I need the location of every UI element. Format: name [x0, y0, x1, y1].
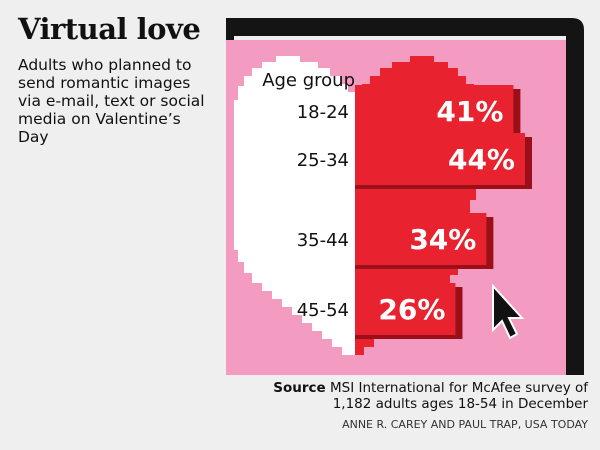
- bar-45-54: [355, 283, 456, 335]
- monitor-frame-left: [226, 18, 234, 46]
- category-label-25-34: 25-34: [297, 150, 349, 171]
- source-note: Source MSI International for McAfee surv…: [258, 380, 588, 412]
- heart-left-half: [234, 56, 355, 355]
- category-label-35-44: 35-44: [297, 230, 349, 251]
- source-text: MSI International for McAfee survey of 1…: [329, 380, 588, 412]
- value-label-18-24: 41%: [436, 95, 503, 128]
- mouse-cursor-icon: [492, 283, 525, 340]
- value-label-45-54: 26%: [378, 293, 445, 326]
- bar-35-44: [355, 213, 487, 265]
- category-label-18-24: 18-24: [297, 102, 349, 123]
- chart-subtitle: Adults who planned to send romantic imag…: [18, 56, 205, 146]
- bars-layer: Age group 18-24 41% 25-34 44% 35-44 34% 45-54 26…: [262, 70, 532, 339]
- source-label: Source: [273, 380, 326, 396]
- category-label-45-54: 45-54: [297, 300, 349, 321]
- category-title: Age group: [262, 70, 355, 91]
- bar-25-34: [355, 133, 525, 185]
- value-label-35-44: 34%: [409, 223, 476, 256]
- credit-line: ANNE R. CAREY AND PAUL TRAP, USA TODAY: [342, 418, 588, 431]
- bar-18-24: [355, 85, 514, 137]
- value-label-25-34: 44%: [448, 143, 515, 176]
- chart-title: Virtual love: [18, 12, 201, 46]
